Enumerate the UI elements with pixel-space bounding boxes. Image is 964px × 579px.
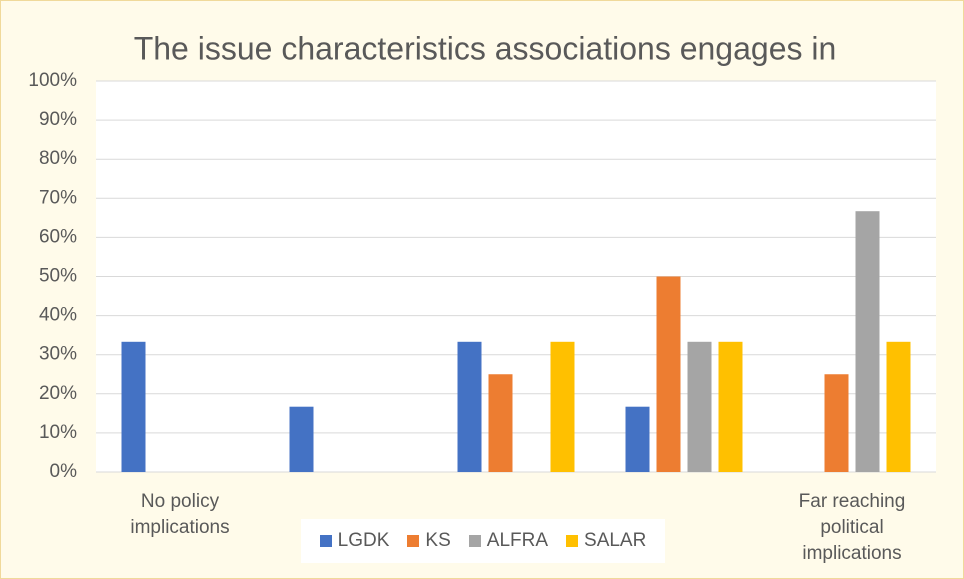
legend-label: KS — [425, 530, 451, 551]
bar — [457, 341, 482, 472]
y-tick-label: 60% — [39, 226, 77, 247]
y-tick-label: 40% — [39, 305, 77, 326]
bar — [687, 341, 712, 472]
legend-item: KS — [407, 530, 451, 552]
bar — [488, 374, 513, 472]
chart-title: The issue characteristics associations e… — [134, 30, 837, 66]
legend-swatch — [566, 535, 579, 547]
y-tick-label: 90% — [39, 109, 77, 130]
bar — [855, 211, 880, 472]
legend-label: ALFRA — [486, 530, 549, 551]
legend-item: LGDK — [319, 530, 390, 552]
legend-item: ALFRA — [468, 530, 549, 552]
legend-swatch — [319, 535, 332, 547]
legend: LGDK KS ALFRA SALAR — [301, 519, 665, 563]
bar — [550, 341, 575, 472]
legend-item: SALAR — [566, 530, 646, 552]
y-tick-label: 70% — [39, 187, 77, 208]
legend-swatch — [407, 535, 420, 547]
y-tick-label: 50% — [39, 266, 77, 287]
x-tick-label: No policy implications — [130, 491, 230, 538]
bar — [718, 341, 743, 472]
bar — [121, 341, 146, 472]
legend-swatch — [468, 535, 481, 547]
y-tick-label: 80% — [39, 148, 77, 169]
bar — [625, 406, 650, 472]
bar — [824, 374, 849, 472]
y-tick-label: 20% — [39, 383, 77, 404]
bar — [656, 276, 681, 472]
x-tick-label: Far reaching political implications — [798, 491, 906, 564]
y-tick-label: 10% — [39, 422, 77, 443]
legend-label: LGDK — [337, 530, 390, 551]
y-tick-label: 30% — [39, 344, 77, 365]
bar — [289, 406, 314, 472]
y-tick-label: 100% — [28, 70, 77, 91]
bar — [886, 341, 911, 472]
y-tick-label: 0% — [50, 461, 78, 482]
legend-label: SALAR — [584, 530, 647, 551]
